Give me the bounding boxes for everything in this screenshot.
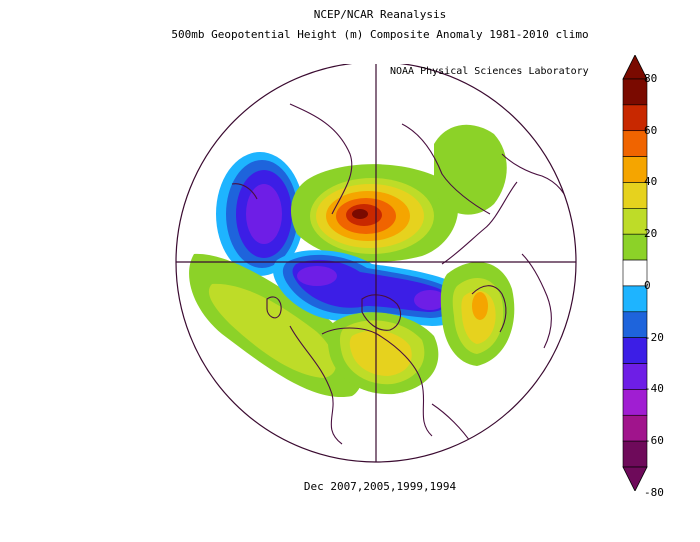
positive-anomaly-east-pacific [189, 253, 362, 398]
colorbar-tick-label: 20 [644, 227, 658, 241]
positive-anomaly-us [327, 312, 439, 395]
colorbar [622, 55, 648, 491]
colorbar-swatch [622, 311, 648, 338]
anomaly-fill-layer [176, 64, 576, 462]
colorbar-tick-label: -40 [644, 382, 664, 396]
negative-anomaly-pacific [216, 152, 304, 276]
colorbar-swatch [622, 414, 648, 442]
colorbar-tick-label: 40 [644, 175, 658, 189]
title-line-1: NCEP/NCAR Reanalysis [313, 8, 447, 21]
colorbar-swatch [622, 285, 648, 313]
colorbar-arrow-bottom [622, 466, 648, 491]
colorbar-tick-label: -20 [644, 330, 664, 344]
colorbar-swatch [622, 156, 648, 183]
colorbar-swatch [622, 104, 648, 132]
colorbar-tick-label: 0 [644, 278, 651, 292]
colorbar-tick-label: -80 [644, 485, 664, 499]
credit-label: NOAA Physical Sciences Laboratory [390, 66, 589, 77]
colorbar-swatch [622, 337, 648, 364]
colorbar-tick-label: -60 [644, 434, 664, 448]
positive-anomaly-siberia [434, 124, 507, 215]
negative-anomaly-north-america [272, 250, 471, 326]
colorbar-swatches [622, 55, 648, 491]
title-line-2: 500mb Geopotential Height (m) Composite … [171, 28, 589, 41]
positive-anomaly-arctic [290, 164, 459, 262]
colorbar-swatch [622, 78, 648, 106]
colorbar-tick-label: 80 [644, 72, 658, 85]
colorbar-swatch [622, 389, 648, 416]
polar-anomaly-map [175, 64, 577, 463]
map-boundary [175, 64, 577, 463]
footer-date-label: Dec 2007,2005,1999,1994 [303, 480, 457, 493]
colorbar-swatch [622, 130, 648, 157]
colorbar-swatch [622, 233, 648, 261]
colorbar-tick-label: 60 [644, 123, 658, 137]
